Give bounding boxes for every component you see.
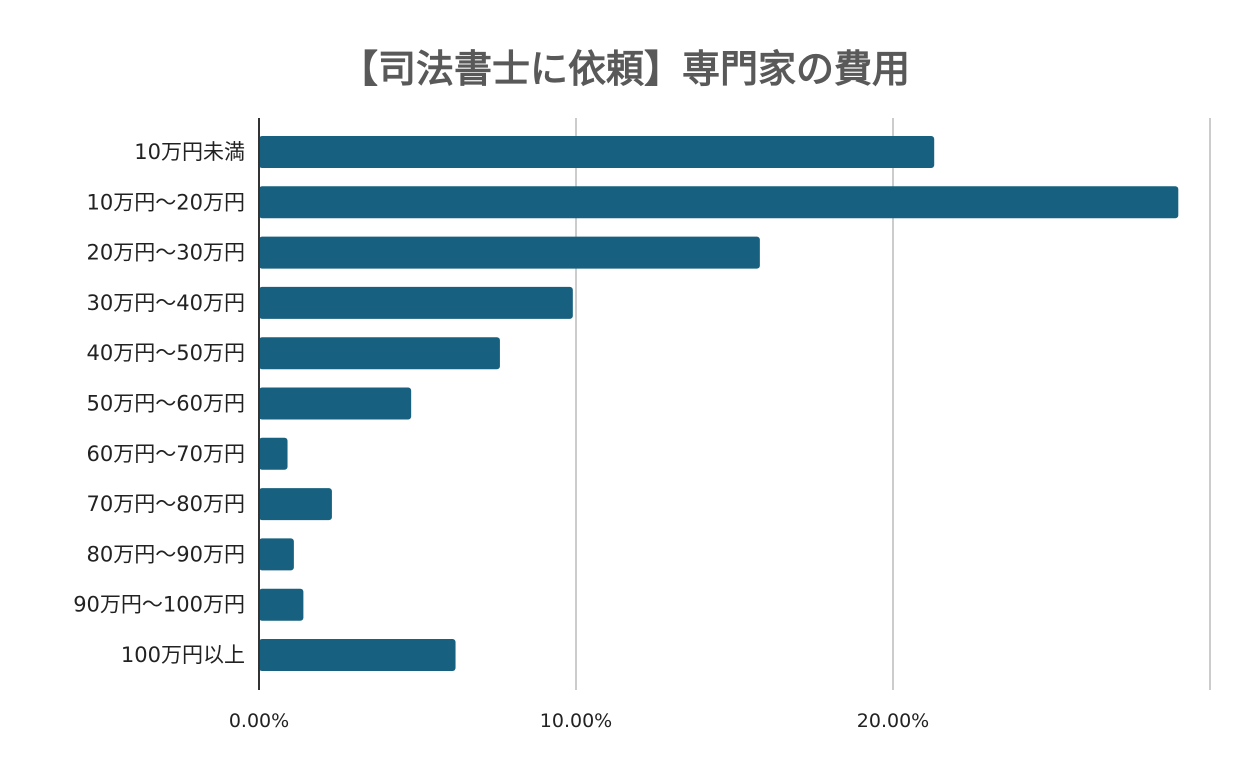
category-label: 30万円～40万円 <box>87 291 245 315</box>
bar <box>259 639 456 671</box>
bar <box>259 437 288 470</box>
x-tick-label: 10.00% <box>540 710 612 732</box>
category-label: 20万円～30万円 <box>87 241 245 265</box>
bar <box>259 337 500 370</box>
bar <box>259 186 1179 219</box>
category-label: 40万円～50万円 <box>87 341 245 365</box>
category-label: 80万円～90万円 <box>87 542 245 566</box>
x-tick-labels: 0.00% 10.00% 20.00% <box>229 710 929 732</box>
category-labels: 10万円未満 10万円～20万円 20万円～30万円 30万円～40万円 40万円～50… <box>73 140 245 667</box>
x-tick-label: 0.00% <box>229 710 289 732</box>
bar <box>259 136 935 168</box>
bars <box>259 136 1179 671</box>
category-label: 70万円～80万円 <box>87 492 245 516</box>
category-label: 60万円～70万円 <box>87 442 245 466</box>
bar <box>259 538 294 571</box>
bar <box>259 588 304 621</box>
category-label: 100万円以上 <box>121 643 245 667</box>
bar <box>259 236 760 269</box>
category-label: 90万円～100万円 <box>73 593 245 617</box>
bar <box>259 387 412 420</box>
category-label: 10万円未満 <box>134 140 245 164</box>
category-label: 50万円～60万円 <box>87 392 245 416</box>
bar <box>259 488 332 521</box>
x-tick-label: 20.00% <box>857 710 929 732</box>
bar <box>259 286 573 319</box>
chart-title: 【司法書士に依頼】専門家の費用 <box>339 47 910 91</box>
category-label: 10万円～20万円 <box>87 190 245 214</box>
